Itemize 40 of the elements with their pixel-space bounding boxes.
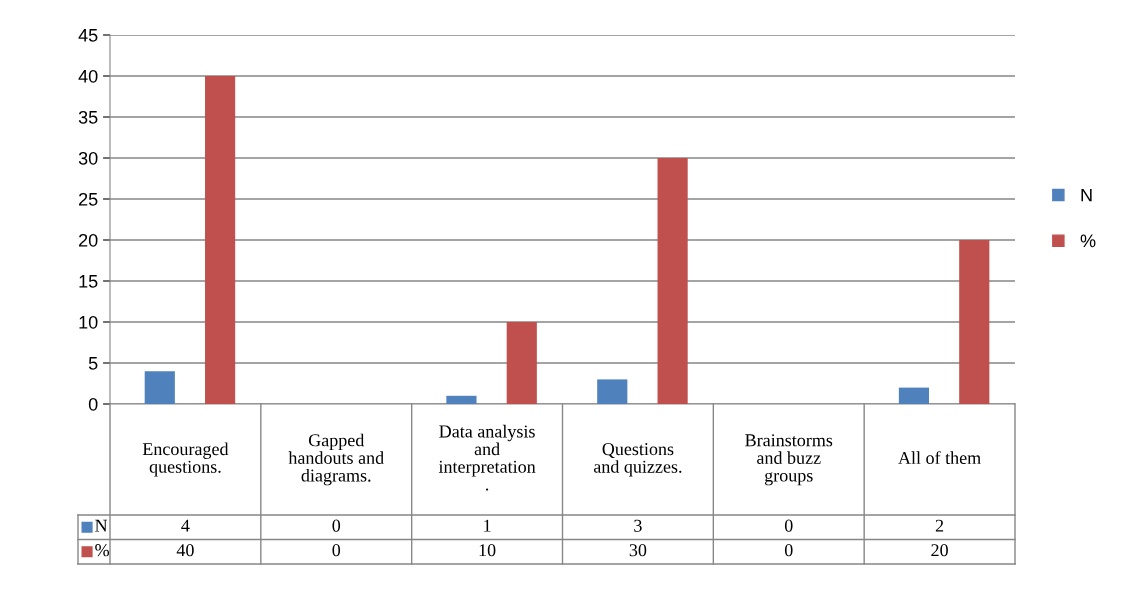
data-label: 0: [784, 544, 793, 557]
data-label: 30: [629, 544, 647, 557]
bar: [446, 395, 477, 404]
bar: [205, 76, 236, 404]
y-tick-label: 45: [78, 29, 98, 42]
data-label: 40: [176, 544, 194, 557]
data-label: 20: [931, 544, 948, 557]
y-tick-label: 15: [79, 275, 98, 288]
x-tick-label: Brainstorms and buzz groups: [745, 434, 833, 486]
y-tick-label: 25: [79, 192, 98, 206]
bar: [506, 322, 537, 404]
legend-label: %: [1080, 234, 1096, 248]
data-label: 4: [181, 519, 190, 532]
data-label: 0: [332, 544, 341, 557]
bar: [597, 379, 628, 404]
y-tick-label: 0: [88, 397, 98, 411]
data-label: 10: [479, 544, 496, 557]
data-label: 0: [784, 519, 793, 532]
x-tick-label: Gapped handouts and diagrams.: [288, 433, 384, 486]
x-tick-label: All of them: [898, 451, 981, 465]
y-tick-label: 35: [78, 110, 98, 124]
text: %: [95, 544, 110, 557]
text: N: [1081, 188, 1092, 202]
bar: [657, 158, 688, 404]
data-label: 3: [634, 519, 642, 532]
y-tick-label: 10: [79, 315, 98, 329]
data-label: 0: [332, 519, 341, 532]
legend-label: N: [95, 519, 108, 532]
x-tick-label: Data analysis and interpretation .: [438, 424, 536, 491]
bar: [898, 387, 930, 404]
bar: [144, 371, 175, 404]
y-tick-label: 20: [79, 233, 98, 247]
x-tick-label: Questions and quizzes.: [593, 443, 682, 477]
bar: [959, 240, 990, 404]
y-tick-label: 30: [78, 151, 98, 165]
data-label: 2: [935, 519, 944, 532]
x-tick-label: Encouraged questions.: [142, 442, 229, 477]
y-tick-label: 5: [88, 357, 98, 370]
data-label: 1: [484, 519, 491, 532]
y-tick-label: 40: [78, 69, 98, 83]
